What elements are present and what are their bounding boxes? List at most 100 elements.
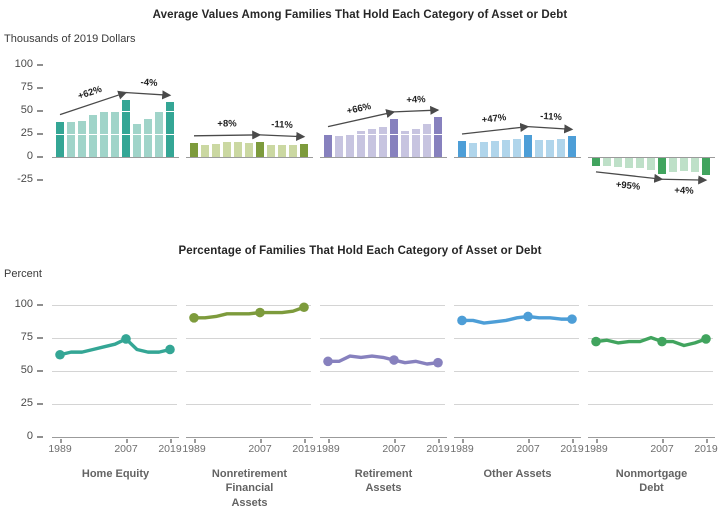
gridline bbox=[454, 403, 579, 405]
x-tick-mark bbox=[528, 438, 530, 443]
gridline-overlay bbox=[322, 133, 445, 136]
y-tick-mark bbox=[37, 63, 43, 66]
gridline-overlay bbox=[54, 110, 177, 113]
y-tick-label: 100 bbox=[14, 297, 33, 310]
x-tick-mark bbox=[462, 438, 464, 443]
gridline bbox=[320, 304, 445, 306]
y-tick-label: 75 bbox=[20, 330, 33, 343]
category-label: Retirement Assets bbox=[310, 467, 457, 496]
x-tick-mark bbox=[438, 438, 440, 443]
bar bbox=[201, 144, 209, 157]
line-chart-other-assets: 1989 2007 2019 Other Assets bbox=[450, 298, 584, 516]
trend-line-retirement-assets bbox=[323, 354, 443, 368]
category-label: Nonretirement Financial Assets bbox=[176, 467, 323, 510]
bottom-unit-label: Percent bbox=[4, 268, 42, 280]
bar bbox=[702, 158, 710, 175]
x-axis-line bbox=[588, 156, 715, 159]
gridline bbox=[454, 370, 579, 372]
y-tick-label: 75 bbox=[20, 80, 33, 93]
gridline bbox=[186, 337, 311, 339]
line-chart-retirement-assets: 1989 2007 2019 Retirement Assets bbox=[316, 298, 450, 516]
gridline-overlay bbox=[54, 133, 177, 136]
bar bbox=[513, 139, 521, 157]
y-tick-mark bbox=[37, 86, 43, 89]
category-label-line: Financial bbox=[225, 482, 274, 495]
gridline-overlay bbox=[322, 110, 445, 113]
gridline-overlay bbox=[322, 87, 445, 90]
category-label-line: Debt bbox=[639, 482, 664, 495]
bottom-chart-row: 100 75 50 25 0 1989 2007 2019 Home Equity 1989 20… bbox=[0, 298, 720, 516]
bar bbox=[234, 141, 242, 157]
x-tick-label: 1989 bbox=[48, 443, 72, 455]
top-unit-label: Thousands of 2019 Dollars bbox=[4, 33, 136, 45]
gridline bbox=[320, 403, 445, 405]
bar bbox=[636, 158, 644, 169]
gridline-overlay bbox=[456, 87, 579, 90]
line-chart-nonretirement-financial-assets: 1989 2007 2019 Nonretirement Financial Assets bbox=[182, 298, 316, 516]
x-tick-label: 2019 bbox=[560, 443, 584, 455]
bar bbox=[357, 130, 365, 157]
y-tick-label: 100 bbox=[14, 57, 33, 70]
bar bbox=[658, 158, 666, 174]
bar bbox=[56, 121, 64, 157]
x-axis-line bbox=[588, 436, 715, 439]
y-tick-label: 50 bbox=[20, 103, 33, 116]
bar bbox=[557, 139, 565, 157]
bar bbox=[603, 158, 611, 167]
x-tick-mark bbox=[706, 438, 708, 443]
annotation-arrows bbox=[193, 130, 306, 141]
gridline bbox=[320, 337, 445, 339]
gridline-overlay bbox=[590, 110, 713, 113]
bar bbox=[412, 129, 420, 157]
annotation-label: -11% bbox=[271, 118, 294, 131]
y-tick-mark bbox=[37, 178, 43, 181]
gridline bbox=[588, 370, 713, 372]
x-axis-line bbox=[52, 156, 179, 159]
bar bbox=[122, 99, 130, 157]
gridline bbox=[320, 370, 445, 372]
trend-line-nonmortgage-debt bbox=[591, 334, 711, 348]
x-tick-label: 1989 bbox=[450, 443, 474, 455]
category-label-line: Other Assets bbox=[483, 468, 552, 480]
gridline-overlay bbox=[456, 133, 579, 136]
x-tick-label: 2019 bbox=[158, 443, 182, 455]
x-tick-mark bbox=[170, 438, 172, 443]
y-tick-mark bbox=[37, 402, 43, 405]
bar bbox=[491, 140, 499, 157]
x-tick-label: 2019 bbox=[426, 443, 450, 455]
bar-chart-nonmortgage-debt: +95% +4% bbox=[588, 60, 715, 210]
bar bbox=[592, 158, 600, 167]
gridline bbox=[52, 370, 177, 372]
bar bbox=[480, 141, 488, 157]
x-tick-mark bbox=[662, 438, 664, 443]
y-tick-label: 0 bbox=[26, 149, 33, 162]
bar bbox=[278, 144, 286, 157]
bar bbox=[89, 115, 97, 157]
x-axis-line bbox=[454, 436, 581, 439]
x-tick-mark bbox=[260, 438, 262, 443]
gridline bbox=[52, 337, 177, 339]
annotation-label: -11% bbox=[539, 110, 562, 124]
x-tick-label: 2019 bbox=[292, 443, 316, 455]
gridline bbox=[186, 304, 311, 306]
category-label-line: Assets bbox=[231, 496, 268, 509]
bottom-panel-title: Percentage of Families That Hold Each Ca… bbox=[178, 245, 542, 257]
x-tick-label: 2007 bbox=[516, 443, 540, 455]
annotation-arrows bbox=[595, 171, 708, 185]
bar bbox=[144, 118, 152, 157]
gridline bbox=[186, 370, 311, 372]
category-label-line: Nonretirement bbox=[211, 468, 288, 480]
x-tick-label: 1989 bbox=[584, 443, 608, 455]
bar bbox=[289, 144, 297, 157]
bar bbox=[368, 129, 376, 157]
x-tick-mark bbox=[304, 438, 306, 443]
bar bbox=[568, 136, 576, 157]
category-label: Other Assets bbox=[444, 467, 591, 481]
x-tick-label: 2007 bbox=[114, 443, 138, 455]
bar bbox=[625, 158, 633, 169]
x-tick-label: 2019 bbox=[694, 443, 718, 455]
x-tick-mark bbox=[60, 438, 62, 443]
x-tick-mark bbox=[596, 438, 598, 443]
x-tick-mark bbox=[194, 438, 196, 443]
x-tick-label: 2007 bbox=[382, 443, 406, 455]
